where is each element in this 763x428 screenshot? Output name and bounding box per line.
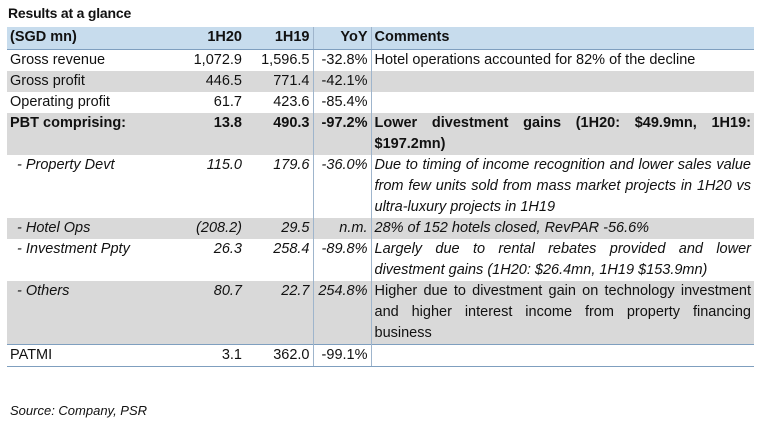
row-yoy: n.m.	[313, 218, 372, 239]
row-label: PATMI	[7, 344, 161, 367]
header-1h19: 1H19	[245, 27, 313, 50]
results-table: (SGD mn) 1H20 1H19 YoY Comments Gross re…	[7, 27, 754, 367]
header-1h20: 1H20	[161, 27, 245, 50]
row-1h20: 61.7	[213, 94, 242, 110]
row-comment	[371, 344, 754, 367]
row-comment	[371, 71, 754, 92]
row-1h20: 3.1	[161, 344, 245, 367]
row-yoy: -97.2%	[313, 113, 372, 155]
table-row: Operating profit 61.7 423.6 -85.4%	[7, 92, 754, 113]
row-yoy: -89.8%	[313, 239, 372, 281]
row-1h20: 446.5	[205, 73, 242, 89]
row-1h20: (208.2)	[196, 220, 242, 236]
row-comment: Largely due to rental rebates provided a…	[374, 241, 752, 278]
header-comments: Comments	[371, 27, 754, 50]
row-yoy: 254.8%	[313, 281, 372, 345]
row-yoy: -42.1%	[313, 71, 372, 92]
row-label: Operating profit	[10, 94, 110, 110]
table-row: - Hotel Ops (208.2) 29.5 n.m. 28% of 152…	[7, 218, 754, 239]
row-label: - Others	[17, 283, 70, 299]
row-1h20: 80.7	[213, 283, 242, 299]
table-row: PATMI 3.1 362.0 -99.1%	[7, 344, 754, 367]
table-row: - Property Devt 115.0 179.6 -36.0% Due t…	[7, 155, 754, 218]
row-comment: Hotel operations accounted for 82% of th…	[374, 52, 696, 68]
row-1h19: 258.4	[245, 239, 314, 281]
row-1h19: 1,596.5	[245, 49, 314, 71]
row-label: Gross revenue	[10, 52, 106, 68]
row-yoy: -99.1%	[313, 344, 372, 367]
row-label: PBT comprising:	[10, 115, 127, 131]
row-1h20: 1,072.9	[193, 52, 242, 68]
table-row: PBT comprising: 13.8 490.3 -97.2% Lower …	[7, 113, 754, 155]
row-1h19: 179.6	[245, 155, 314, 218]
row-comment: 28% of 152 hotels closed, RevPAR -56.6%	[374, 220, 650, 236]
table-title: Results at a glance	[8, 5, 132, 21]
header-yoy: YoY	[312, 27, 372, 50]
row-comment: Higher due to divestment gain on technol…	[374, 283, 752, 341]
table-row: Gross profit 446.5 771.4 -42.1%	[7, 71, 754, 92]
row-1h19: 490.3	[245, 113, 314, 155]
table-row: - Others 80.7 22.7 254.8% Higher due to …	[7, 281, 754, 345]
row-yoy: -85.4%	[313, 92, 372, 113]
row-label: - Hotel Ops	[17, 220, 91, 236]
row-1h19: 362.0	[245, 344, 314, 367]
row-1h20: 26.3	[213, 241, 242, 257]
header-row: (SGD mn) 1H20 1H19 YoY Comments	[7, 27, 754, 50]
table-row: Gross revenue 1,072.9 1,596.5 -32.8% Hot…	[7, 49, 754, 71]
row-label: - Property Devt	[17, 157, 115, 173]
row-label: Gross profit	[10, 73, 85, 89]
table-row: - Investment Ppty 26.3 258.4 -89.8% Larg…	[7, 239, 754, 281]
header-label: (SGD mn)	[7, 27, 161, 50]
row-comment: Lower divestment gains (1H20: $49.9mn, 1…	[374, 115, 752, 152]
row-comment: Due to timing of income recognition and …	[374, 157, 752, 215]
source-note: Source: Company, PSR	[10, 403, 148, 418]
row-yoy: -32.8%	[313, 49, 372, 71]
row-1h20: 13.8	[213, 115, 242, 131]
row-1h19: 771.4	[245, 71, 314, 92]
row-1h20: 115.0	[206, 157, 242, 173]
row-comment	[371, 92, 754, 113]
row-label: - Investment Ppty	[17, 241, 130, 257]
row-1h19: 22.7	[245, 281, 314, 345]
row-yoy: -36.0%	[313, 155, 372, 218]
row-1h19: 29.5	[245, 218, 314, 239]
row-1h19: 423.6	[245, 92, 314, 113]
